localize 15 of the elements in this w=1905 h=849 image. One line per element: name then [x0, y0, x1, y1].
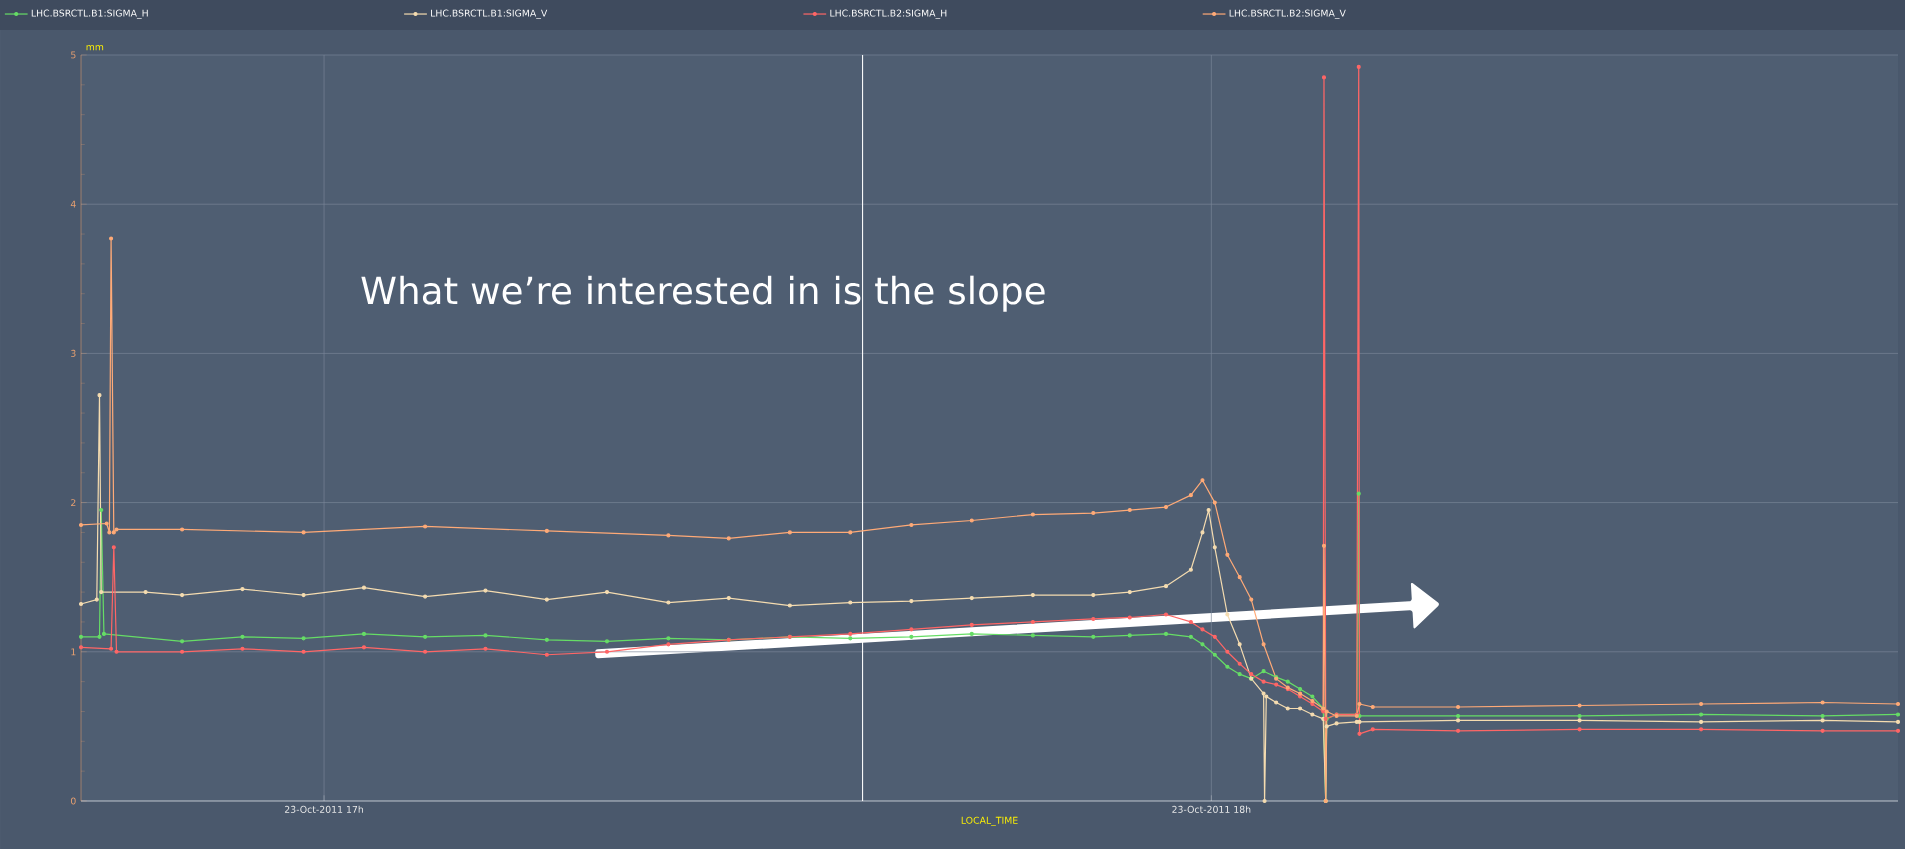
y-tick-label: 2 [71, 499, 76, 507]
y-tick-label: 4 [70, 200, 76, 208]
y-axis-title: mm [86, 45, 104, 51]
legend-label: LHC.BSRCTL.B1:SIGMA_V [431, 9, 548, 19]
x-tick-label: 23-Oct-2011 17h [284, 805, 363, 813]
x-tick-label: 23-Oct-2011 18h [1172, 805, 1251, 813]
y-tick-label: 3 [71, 349, 76, 357]
y-tick-label: 0 [70, 797, 76, 805]
legend-label: LHC.BSRCTL.B2:SIGMA_V [1229, 9, 1346, 19]
annotation: What we’re interested in is the slope [361, 275, 1045, 312]
legend-label: LHC.BSRCTL.B2:SIGMA_H [830, 9, 947, 19]
x-axis-title: LOCAL_TIME [961, 816, 1018, 826]
y-tick-label: 1 [71, 648, 76, 656]
legend-label: LHC.BSRCTL.B1:SIGMA_H [31, 9, 148, 19]
y-tick-label: 5 [71, 51, 76, 59]
